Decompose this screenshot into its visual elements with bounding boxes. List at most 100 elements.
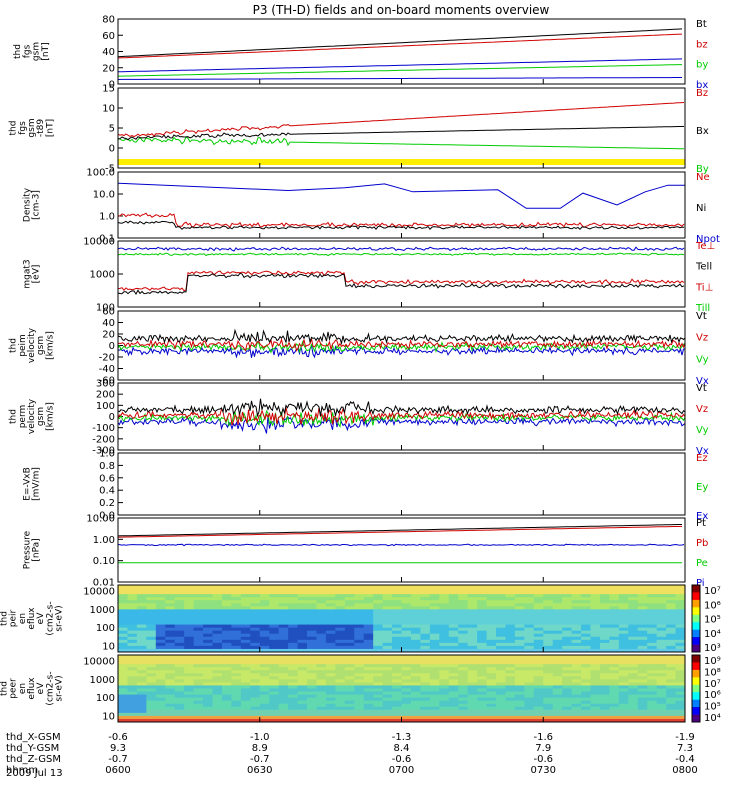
spectrogram-cell [675,624,686,629]
spectrogram-cell [354,655,365,659]
spectrogram-cell [458,691,469,696]
spectrogram-cell [533,688,544,693]
spectrogram-cell [221,691,232,696]
spectrogram-cell [514,648,525,653]
spectrogram-cell [373,621,384,626]
spectrogram-cell [647,627,658,632]
spectrogram-cell [666,645,677,650]
ytick-label: 80 [102,15,115,26]
spectrogram-cell [184,715,195,720]
spectrogram-cell [278,664,289,668]
spectrogram-cell [401,591,412,595]
spectrogram-cell [354,661,365,665]
spectrogram-cell [571,591,582,595]
spectrogram-cell [335,591,346,595]
spectrogram-cell [524,618,535,623]
spectrogram-cell [373,667,384,671]
spectrogram-cell [193,615,204,619]
spectrogram-cell [666,600,677,604]
spectrogram-cell [543,718,554,723]
spectrogram-cell [335,594,346,598]
spectrogram-cell [221,658,232,662]
spectrogram-cell [647,588,658,592]
spectrogram-cell [193,688,204,693]
spectrogram-cell [344,585,355,589]
spectrogram-cell [335,691,346,696]
spectrogram-cell [373,676,384,680]
spectrogram-cell [174,597,185,601]
spectrogram-cell [335,588,346,592]
spectrogram-cell [486,648,497,653]
spectrogram-cell [543,712,554,717]
spectrogram-cell [316,679,327,683]
spectrogram-cell [420,685,431,689]
spectrogram-cell [392,688,402,693]
ytick-label: 0.4 [99,486,115,497]
spectrogram-cell [628,615,639,619]
spectrogram-cell [288,712,299,717]
spectrogram-cell [193,621,204,626]
spectrogram-cell [250,648,261,653]
spectrogram-cell [335,688,346,693]
spectrogram-cell [250,667,261,671]
spectrogram-cell [543,645,554,650]
spectrogram-cell [581,639,591,644]
ytick-label: -300 [92,446,115,457]
spectrogram-cell [458,679,469,683]
spectrogram-cell [212,709,223,714]
spectrogram-cell [373,718,384,723]
spectrogram-cell [448,636,459,641]
spectrogram-cell [496,630,506,635]
spectrogram-cell [221,715,232,720]
spectrogram-cell [354,618,365,623]
spectrogram-cell [325,667,336,671]
spectrogram-cell [288,621,299,626]
spectrogram-cell [477,700,488,705]
spectrogram-cell [203,661,213,665]
spectrogram-cell [344,655,355,659]
spectrogram-cell [439,612,450,616]
spectrogram-cell [335,694,346,699]
spectrogram-cell [165,655,176,659]
spectrogram-cell [127,664,138,668]
spectrogram-cell [240,633,251,638]
spectrogram-cell [155,706,166,711]
spectrogram-cell [675,670,686,674]
spectrogram-cell [363,664,374,668]
spectrogram-cell [165,627,176,632]
spectrogram-cell [307,594,317,598]
spectrogram-cell [354,667,365,671]
spectrogram-cell [184,615,195,619]
spectrogram-cell [269,679,280,683]
spectrogram-cell [552,700,563,705]
spectrogram-cell [401,600,412,604]
spectrogram-cell [288,691,299,696]
spectrogram-cell [448,627,459,632]
spectrogram-cell [259,588,270,592]
spectrogram-cell [514,673,525,677]
spectrogram-cell [240,718,251,723]
spectrogram-cell [212,685,223,689]
spectrogram-cell [647,700,658,705]
spectrogram-cell [552,612,563,616]
spectrogram-cell [618,679,629,683]
spectrogram-cell [618,630,629,635]
spectrogram-cell [448,618,459,623]
spectrogram-cell [477,706,488,711]
spectrogram-cell [316,712,327,717]
spectrogram-cell [439,661,450,665]
spectrogram-cell [278,691,289,696]
spectrogram-cell [628,639,639,644]
spectrogram-cell [392,685,402,689]
spectrogram-cell [599,627,610,632]
spectrogram-cell [618,694,629,699]
spectrogram-cell [363,648,374,653]
spectrogram-cell [127,630,138,635]
spectrogram-cell [514,661,525,665]
spectrogram-cell [429,697,440,702]
spectrogram-cell [429,603,440,607]
spectrogram-cell [628,685,639,689]
spectrogram-cell [278,600,289,604]
spectrogram-cell [316,603,327,607]
